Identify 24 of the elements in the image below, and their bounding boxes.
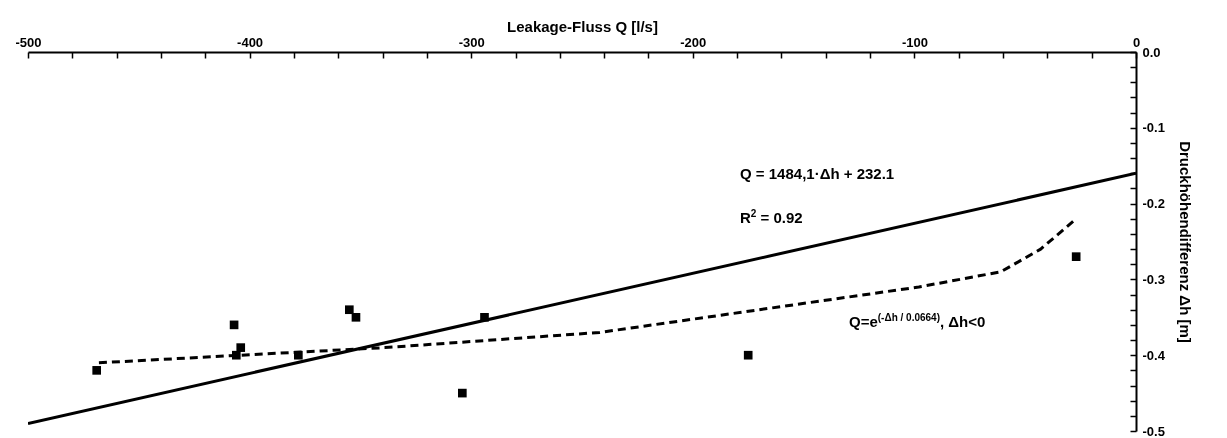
y-tick-label: -0.2 xyxy=(1142,196,1165,212)
annotation: R$^{2}$ = 0.92 xyxy=(740,207,803,227)
y-tick-label: 0.0 xyxy=(1142,44,1161,60)
x-tick-label: -200 xyxy=(680,34,707,50)
point xyxy=(344,305,354,315)
point xyxy=(92,366,102,375)
x-tick-label: -300 xyxy=(458,34,485,50)
annotation: Q = 1484,1·Δh + 232.1 xyxy=(740,165,895,183)
y-axis-title: Druckhöhendifferenz Δh [m] xyxy=(1176,141,1194,343)
x-tick-label: -100 xyxy=(901,34,928,50)
y-tick-label: -0.4 xyxy=(1142,347,1166,363)
x-tick-label: -400 xyxy=(237,34,264,50)
point xyxy=(351,312,361,322)
y-tick-label: -0.5 xyxy=(1142,423,1165,438)
y-tick-label: -0.3 xyxy=(1142,271,1165,287)
x-tick-label: 0 xyxy=(1132,34,1141,50)
point xyxy=(236,343,246,352)
x-tick-label: -500 xyxy=(15,34,42,50)
point xyxy=(743,350,753,360)
x-axis-title: Leakage-Fluss Q [l/s] xyxy=(507,17,658,35)
annotation: Q=e$^{(-Δh / 0.0664)}$, Δh<0 xyxy=(849,311,986,331)
y-tick-label: -0.1 xyxy=(1142,120,1165,136)
point xyxy=(458,388,467,398)
point xyxy=(1071,252,1081,261)
